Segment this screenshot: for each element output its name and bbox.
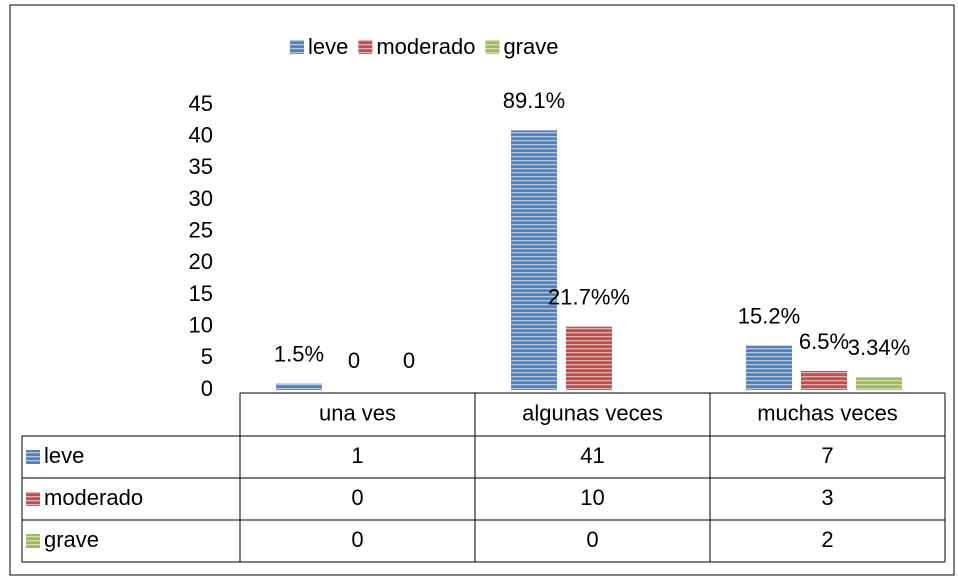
legend-label: leve [308,34,348,59]
legend-swatch [290,40,304,54]
bar [276,383,322,390]
data-label: 3.34% [848,335,910,360]
bar [566,326,612,390]
data-label: 0 [403,348,415,373]
table-cell: 0 [351,485,363,510]
legend-swatch [358,40,373,54]
data-label: 21.7%% [548,284,630,309]
y-tick-label: 20 [189,249,213,274]
legend-label: moderado [376,34,475,59]
bar [746,345,792,390]
table-cell: 0 [351,527,363,552]
table-row-label: grave [44,527,99,552]
x-tick-label: algunas veces [522,400,663,425]
y-tick-label: 30 [189,186,213,211]
table-legend-swatch [26,492,40,506]
bar [511,130,557,391]
table-cell: 41 [580,443,604,468]
bar [801,371,847,390]
y-tick-label: 25 [189,217,213,242]
data-label: 15.2% [738,303,800,328]
table-cell: 0 [586,527,598,552]
bar [856,377,902,390]
data-label: 1.5% [274,341,324,366]
y-tick-label: 5 [201,344,213,369]
table-legend-swatch [26,534,40,548]
table-cell: 2 [821,527,833,552]
table-legend-swatch [26,450,40,464]
chart-border [9,4,955,576]
y-tick-label: 10 [189,312,213,337]
data-label: 89.1% [503,88,565,113]
y-tick-label: 0 [201,376,213,401]
table-cell: 3 [821,485,833,510]
legend-label: grave [503,34,558,59]
table-row-label: moderado [44,485,143,510]
x-tick-label: una ves [319,400,396,425]
y-tick-label: 15 [189,281,213,306]
y-tick-label: 35 [189,154,213,179]
x-tick-label: muchas veces [757,400,898,425]
y-tick-label: 40 [189,122,213,147]
y-tick-label: 45 [189,91,213,116]
legend-swatch [485,40,500,54]
table-cell: 1 [351,443,363,468]
table-cell: 7 [821,443,833,468]
data-label: 6.5% [799,329,849,354]
table-cell: 10 [580,485,604,510]
table-row-label: leve [44,443,84,468]
data-label: 0 [348,348,360,373]
